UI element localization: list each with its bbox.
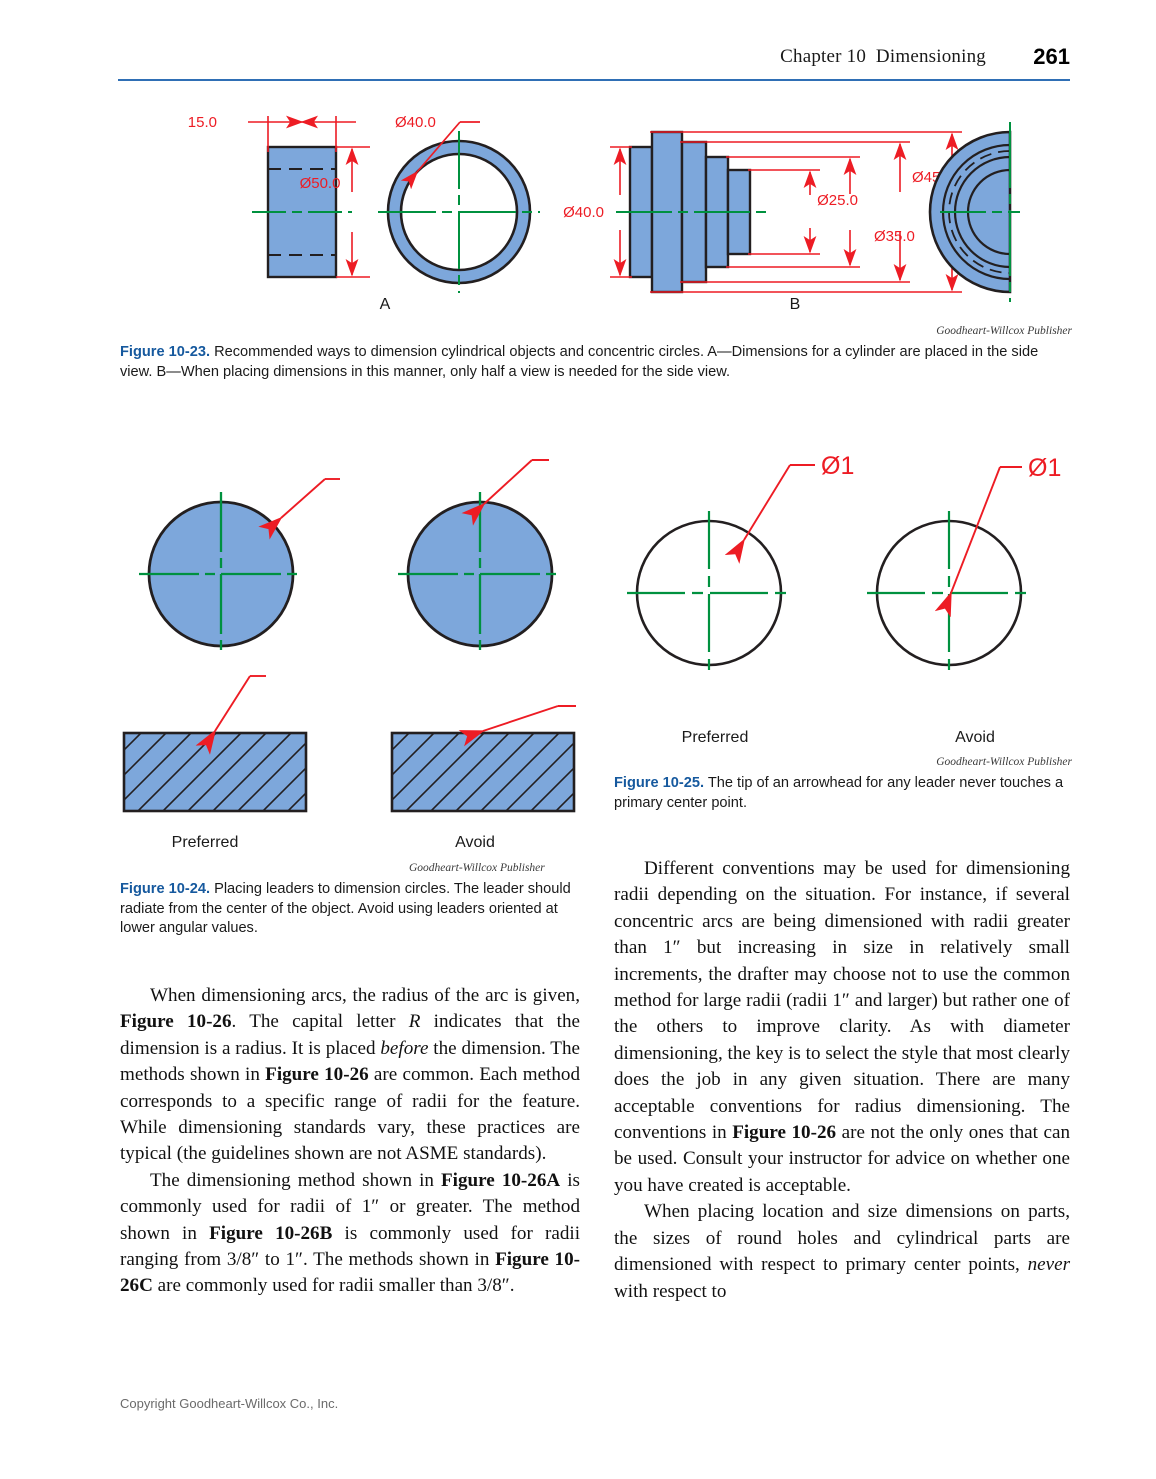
header-chapter-title: Chapter 10 Dimensioning <box>780 46 986 67</box>
right-paragraph-1: Different conventions may be used for di… <box>614 858 1070 1196</box>
figure-10-24-caption-body: Placing leaders to dimension circles. Th… <box>120 881 571 936</box>
figure-10-23-drawing: 15.0 Ø50.0 Ø40.0 Ø40.0 <box>188 114 1020 302</box>
figure-10-25-credit: Goodheart-Willcox Publisher <box>936 756 1072 768</box>
dimension-d50-side: Ø50.0 <box>300 146 370 278</box>
figure-10-24-drawing <box>122 459 576 813</box>
dimension-d40-shaft: Ø40.0 <box>563 146 632 278</box>
half-view-concentric <box>928 122 1020 302</box>
page-number: 261 <box>1033 44 1070 69</box>
avoid-hole-leader: Ø1 <box>934 454 1061 618</box>
right-paragraph-2: When placing location and size dimension… <box>614 1201 1070 1302</box>
figure-10-25-caption-label: Figure 10-25. <box>614 775 705 791</box>
figure-10-23-caption-label: Figure 10-23. <box>120 344 211 360</box>
avoid-circle-leader <box>461 459 549 526</box>
figure-10-25-leader-label-right: Ø1 <box>1028 454 1061 482</box>
dim-label-d35: Ø35.0 <box>874 228 915 245</box>
figure-10-23-label-a: A <box>379 296 391 313</box>
dimension-d35: Ø35.0 <box>726 156 915 268</box>
avoid-hole-circle <box>867 511 1031 675</box>
left-text-column: When dimensioning arcs, the radius of th… <box>120 983 580 1300</box>
figure-10-23-label-b: B <box>789 296 801 313</box>
preferred-section-rect <box>122 731 308 813</box>
right-text-column: Different conventions may be used for di… <box>614 856 1070 1305</box>
left-paragraph-1: When dimensioning arcs, the radius of th… <box>120 985 580 1165</box>
preferred-circle <box>139 492 303 656</box>
figure-10-23-credit: Goodheart-Willcox Publisher <box>936 325 1072 337</box>
dim-label-d40-shaft: Ø40.0 <box>563 204 604 221</box>
figure-10-23-caption-body: Recommended ways to dimension cylindrica… <box>120 344 1039 380</box>
preferred-hole-leader: Ø1 <box>724 452 854 564</box>
figure-10-25-label-preferred: Preferred <box>681 729 749 746</box>
dimension-15: 15.0 <box>188 114 356 152</box>
dim-label-d50-side: Ø50.0 <box>300 175 341 192</box>
figure-10-25-caption: Figure 10-25. The tip of an arrowhead fo… <box>614 774 1070 813</box>
avoid-section-rect <box>390 731 576 813</box>
header-rule <box>118 79 1070 81</box>
avoid-section-leader <box>458 705 576 747</box>
figure-10-25-leader-label-left: Ø1 <box>821 452 854 480</box>
figure-10-24-caption: Figure 10-24. Placing leaders to dimensi… <box>120 880 585 939</box>
stepped-shaft-side-view <box>616 130 766 294</box>
figure-10-25-label-avoid: Avoid <box>955 729 995 746</box>
figure-10-24-label-preferred: Preferred <box>171 834 239 851</box>
figure-10-23-caption: Figure 10-23. Recommended ways to dimens… <box>120 343 1070 382</box>
dim-label-d25: Ø25.0 <box>817 192 858 209</box>
preferred-section-leader <box>195 675 266 755</box>
cylinder-side-view <box>252 145 352 279</box>
figure-10-24-credit: Goodheart-Willcox Publisher <box>409 862 545 874</box>
left-paragraph-2: The dimensioning method shown in Figure … <box>120 1169 581 1297</box>
preferred-hole-circle <box>627 511 791 675</box>
dim-label-15: 15.0 <box>188 114 217 131</box>
dim-label-d40-front: Ø40.0 <box>395 114 436 131</box>
figure-10-24-label-avoid: Avoid <box>455 834 495 851</box>
footer-copyright: Copyright Goodheart-Willcox Co., Inc. <box>120 1396 339 1411</box>
figure-10-25-drawing: Ø1 Ø1 <box>627 452 1061 675</box>
avoid-circle <box>398 492 562 656</box>
figure-10-25-caption-body: The tip of an arrowhead for any leader n… <box>614 775 1064 811</box>
page-header: Chapter 10 Dimensioning 261 <box>118 44 1070 86</box>
leader-d40-front: Ø40.0 <box>395 114 480 190</box>
dimension-d25: Ø25.0 <box>748 169 858 255</box>
preferred-circle-leader <box>258 478 340 540</box>
annulus-front-view <box>378 131 540 293</box>
figure-10-24-caption-label: Figure 10-24. <box>120 881 211 897</box>
